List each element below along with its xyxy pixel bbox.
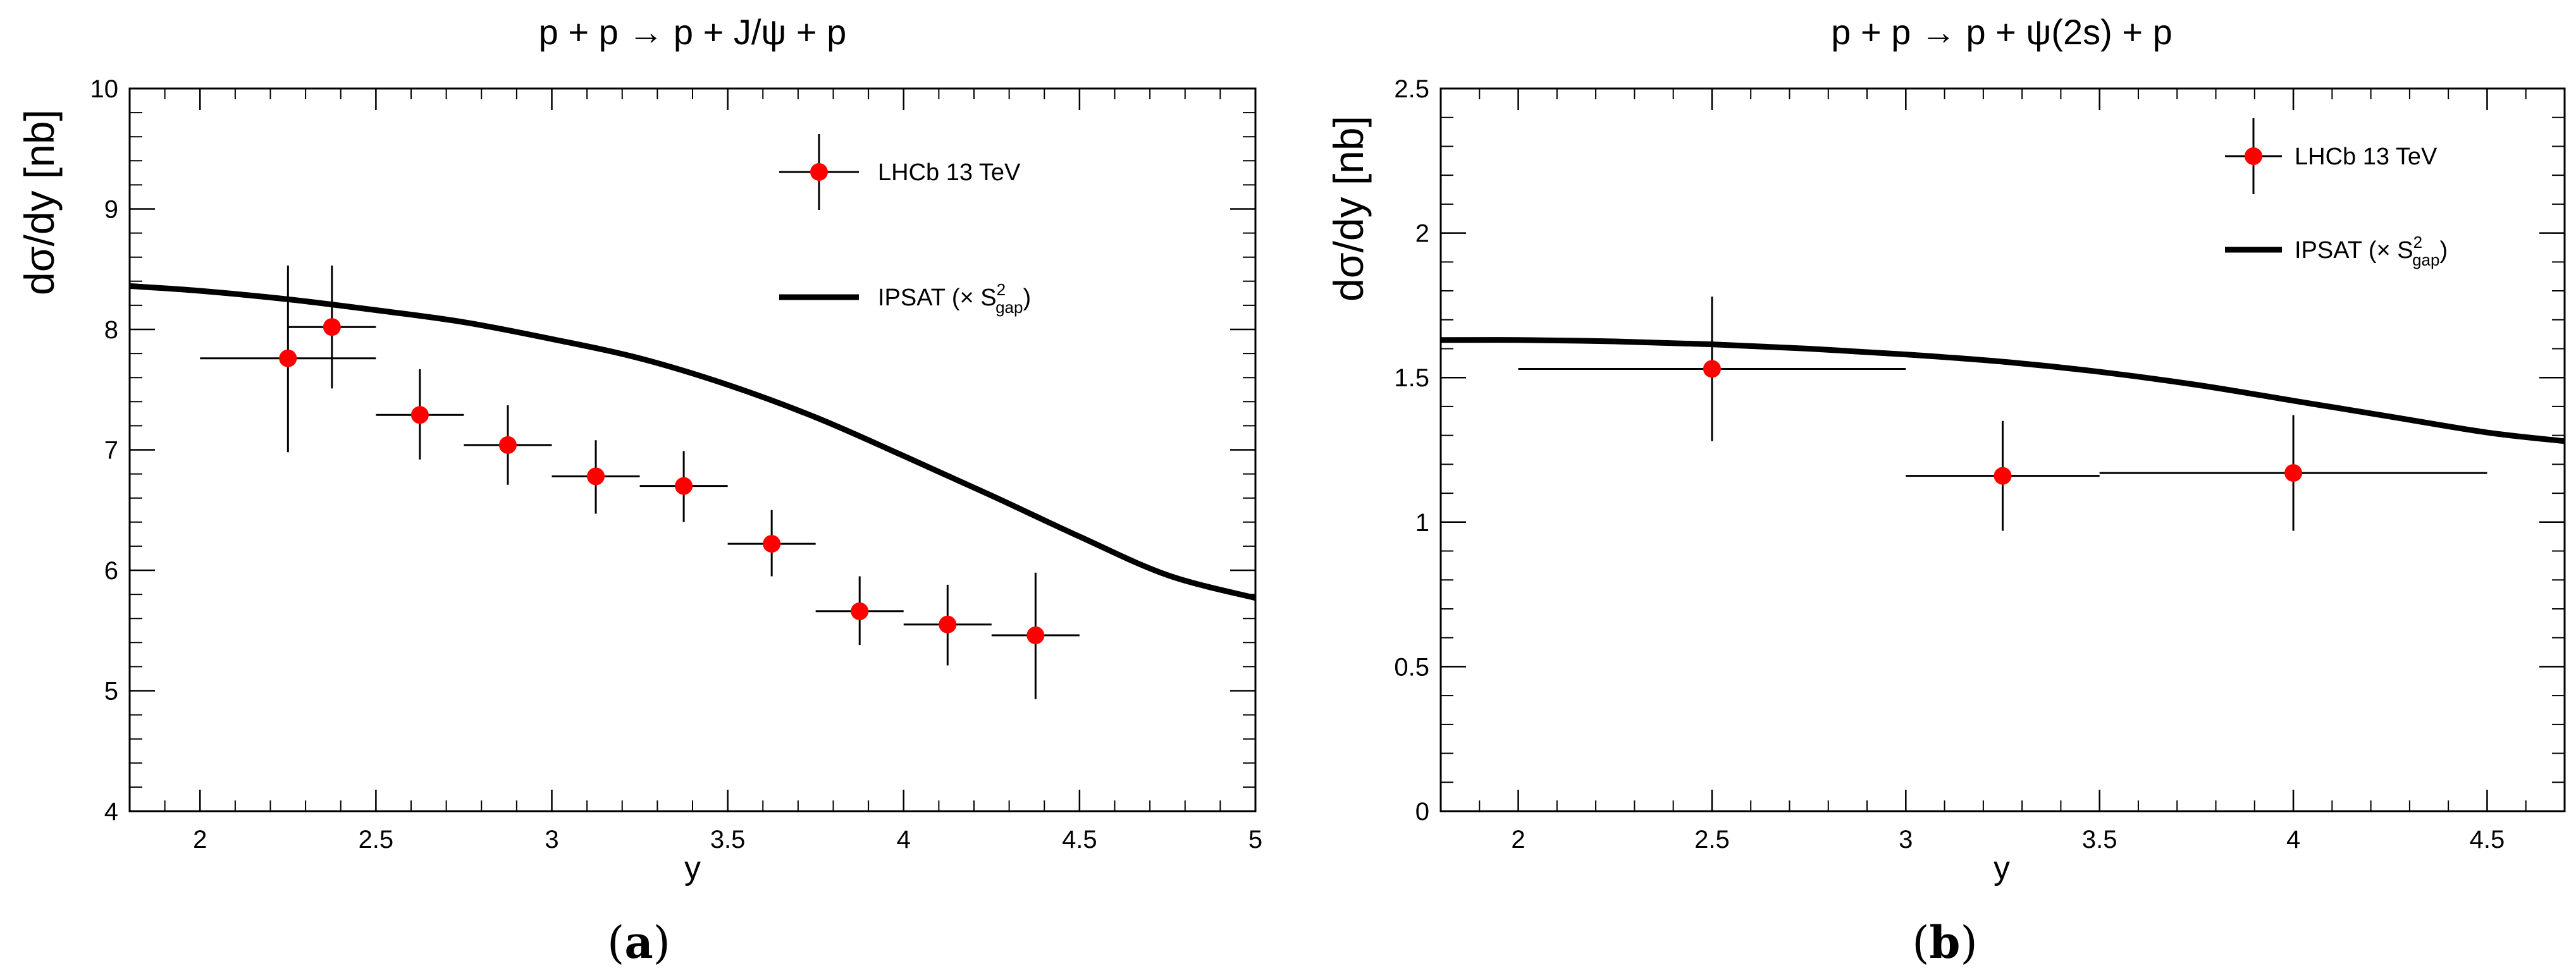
data-point-0 [200, 266, 376, 453]
x-tick-label: 3 [545, 826, 558, 854]
panel-a-legend: LHCb 13 TeV IPSAT (× S2 gap) [779, 134, 1031, 317]
legend-entry-ipsat: IPSAT (× S2 gap) [779, 280, 1031, 317]
panel-a-x-axis-label: y [684, 850, 701, 886]
data-point-3 [464, 405, 552, 485]
y-tick-label: 5 [104, 678, 118, 706]
panel-a-curve-group [129, 283, 1257, 601]
data-point-1 [288, 266, 376, 389]
y-tick-label: 7 [104, 437, 118, 465]
x-tick-label: 4 [897, 826, 911, 854]
x-tick-label: 2 [1511, 826, 1525, 854]
x-tick-label: 2 [193, 826, 207, 854]
data-point-4 [552, 440, 640, 514]
x-tick-label: 2.5 [359, 826, 394, 854]
panel-b-plot-frame [1439, 87, 2566, 812]
panel-a-title: p + p → p + J/ψ + p [539, 12, 847, 52]
x-tick-label: 4.5 [1062, 826, 1097, 854]
data-point-7 [815, 576, 904, 646]
panel-a-ticks: 2 2.5 3 3.5 4 4.5 5 4 5 6 7 8 9 10 [90, 75, 1263, 854]
ipsat-curve [129, 283, 1257, 601]
legend-label-data: LHCb 13 TeV [2295, 144, 2437, 170]
y-tick-label: 9 [104, 196, 118, 224]
legend-label-ipsat: IPSAT (× S2 gap) [2295, 233, 2448, 269]
legend-marker [810, 163, 828, 181]
y-tick-label: 0 [1415, 798, 1429, 826]
y-tick-label: 1 [1415, 509, 1429, 537]
panel-a-caption-letter: a [624, 916, 653, 969]
panel-b-x-axis-label: y [1994, 850, 2010, 886]
legend-marker [2245, 147, 2262, 165]
panel-a-points-group [200, 266, 1080, 699]
y-tick-label: 6 [104, 557, 118, 585]
data-point-2 [2099, 415, 2487, 531]
y-tick-label: 8 [104, 316, 118, 344]
y-tick-label: 1.5 [1394, 364, 1429, 392]
x-tick-label: 2.5 [1694, 826, 1730, 854]
data-marker [323, 318, 341, 336]
panel-a-plot-frame [128, 87, 1257, 812]
panel-b-curve-group [1440, 337, 2565, 444]
x-tick-label: 4 [2286, 826, 2300, 854]
y-tick-label: 2.5 [1394, 75, 1429, 103]
data-marker [587, 467, 605, 486]
panel-b-ticks: 2 2.5 3 3.5 4 4.5 0 0.5 1 1.5 2 2.5 [1394, 75, 2565, 854]
legend-sub: gap [2412, 250, 2439, 269]
data-marker [1703, 360, 1721, 378]
panel-b-title: p + p → p + ψ(2s) + p [1831, 12, 2172, 52]
panel-b: p + p → p + ψ(2s) + p dσ/dy [nb] y 2 2.5 3… [1325, 12, 2566, 969]
panel-a-y-axis-label: dσ/dy [nb] [16, 109, 63, 295]
legend-entry-data: LHCb 13 TeV [779, 134, 1021, 210]
y-tick-label: 4 [104, 798, 118, 826]
y-tick-label: 0.5 [1394, 653, 1429, 681]
panel-b-legend: LHCb 13 TeV IPSAT (× S2 gap) [2225, 118, 2448, 269]
data-marker [763, 535, 781, 553]
data-marker [1026, 626, 1045, 644]
panel-b-caption-letter: b [1930, 916, 1961, 969]
data-marker [498, 436, 517, 454]
data-marker [410, 406, 429, 424]
data-marker [279, 349, 297, 367]
data-marker [939, 615, 957, 634]
x-tick-label: 3 [1899, 826, 1913, 854]
legend-sub: gap [995, 298, 1023, 317]
data-point-0 [1518, 297, 1906, 441]
data-point-8 [903, 584, 992, 666]
y-tick-label: 10 [90, 75, 119, 103]
data-point-9 [991, 572, 1080, 699]
legend-label-data: LHCb 13 TeV [878, 159, 1021, 186]
panel-a-caption: (a) [607, 916, 670, 969]
data-marker [851, 602, 869, 620]
data-marker [1994, 467, 2012, 485]
ipsat-curve [1440, 337, 2565, 444]
legend-label-ipsat: IPSAT (× S2 gap) [878, 280, 1031, 317]
data-point-6 [727, 510, 816, 577]
data-marker [675, 477, 693, 495]
data-marker [2284, 464, 2303, 482]
data-point-5 [639, 451, 728, 522]
legend-sup: 2 [997, 280, 1006, 299]
y-tick-label: 2 [1415, 220, 1429, 248]
x-tick-label: 3.5 [710, 826, 746, 854]
panel-b-caption: (b) [1912, 916, 1978, 969]
x-tick-label: 5 [1248, 826, 1262, 854]
x-tick-label: 3.5 [2082, 826, 2117, 854]
legend-sup: 2 [2413, 233, 2422, 252]
panel-b-y-axis-label: dσ/dy [nb] [1325, 116, 1372, 302]
data-point-1 [1906, 420, 2100, 531]
panel-b-points-group [1518, 297, 2487, 531]
data-point-2 [376, 369, 464, 460]
panel-a: p + p → p + J/ψ + p dσ/dy [nb] y 2 2.5 3 3.… [16, 12, 1262, 969]
x-tick-label: 4.5 [2470, 826, 2505, 854]
legend-entry-data: LHCb 13 TeV [2225, 118, 2437, 194]
legend-entry-ipsat: IPSAT (× S2 gap) [2225, 233, 2448, 269]
